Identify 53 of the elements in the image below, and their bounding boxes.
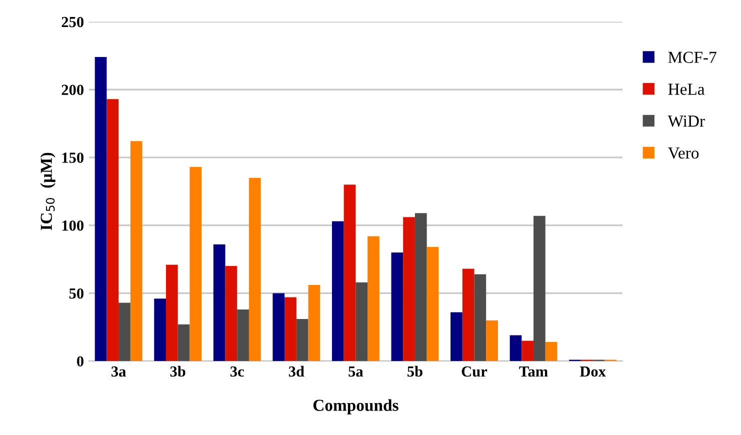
- legend-label: MCF-7: [668, 52, 716, 63]
- legend-label: HeLa: [668, 84, 705, 95]
- x-tick-label: 3b: [170, 366, 186, 377]
- bar: [284, 297, 296, 362]
- bar: [391, 252, 404, 362]
- bar: [118, 302, 130, 362]
- bar: [486, 320, 498, 362]
- bar: [178, 324, 190, 362]
- legend-label: Vero: [668, 148, 699, 159]
- bar: [94, 57, 107, 362]
- bar: [190, 166, 202, 362]
- x-tick-label: 5b: [408, 366, 422, 377]
- y-tick-label: 250: [62, 16, 84, 28]
- bar: [225, 266, 238, 362]
- x-tick-label: 3d: [288, 366, 304, 377]
- bar: [545, 342, 558, 362]
- legend-label: WiDr: [668, 116, 705, 127]
- bar: [272, 293, 285, 362]
- x-tick-label: Tam: [519, 366, 548, 377]
- y-tick-label: 200: [62, 84, 84, 96]
- bar: [426, 247, 439, 362]
- y-axis-title: IC$_{50}$ (μM): [40, 152, 56, 230]
- bar: [166, 264, 178, 362]
- bar: [510, 335, 522, 362]
- bar: [154, 298, 166, 362]
- x-tick-label: 5a: [348, 366, 364, 377]
- bar: [106, 99, 119, 362]
- bar: [462, 268, 474, 362]
- bar: [213, 244, 226, 362]
- bar: [248, 178, 261, 362]
- bar: [474, 274, 486, 362]
- bar: [130, 141, 142, 362]
- x-tick-label: 3a: [111, 366, 126, 377]
- x-tick-label: Dox: [580, 366, 606, 377]
- x-axis-title: Compounds: [313, 399, 398, 414]
- bar: [356, 282, 368, 362]
- bar: [237, 309, 249, 362]
- y-tick-label: 0: [77, 356, 84, 366]
- bar: [534, 216, 546, 362]
- x-tick-label: 3c: [230, 366, 244, 377]
- x-tick-label: Cur: [462, 366, 488, 377]
- bar: [403, 217, 415, 362]
- bar: [308, 285, 320, 362]
- bar: [414, 213, 427, 362]
- y-tick-label: 100: [62, 220, 84, 231]
- y-tick-label: 50: [69, 288, 84, 299]
- bar: [332, 221, 344, 362]
- bar: [450, 312, 462, 362]
- y-tick-label: 150: [62, 152, 84, 163]
- bar: [522, 340, 534, 362]
- bar: [344, 184, 356, 362]
- bar: [296, 318, 308, 362]
- bar: [368, 236, 380, 362]
